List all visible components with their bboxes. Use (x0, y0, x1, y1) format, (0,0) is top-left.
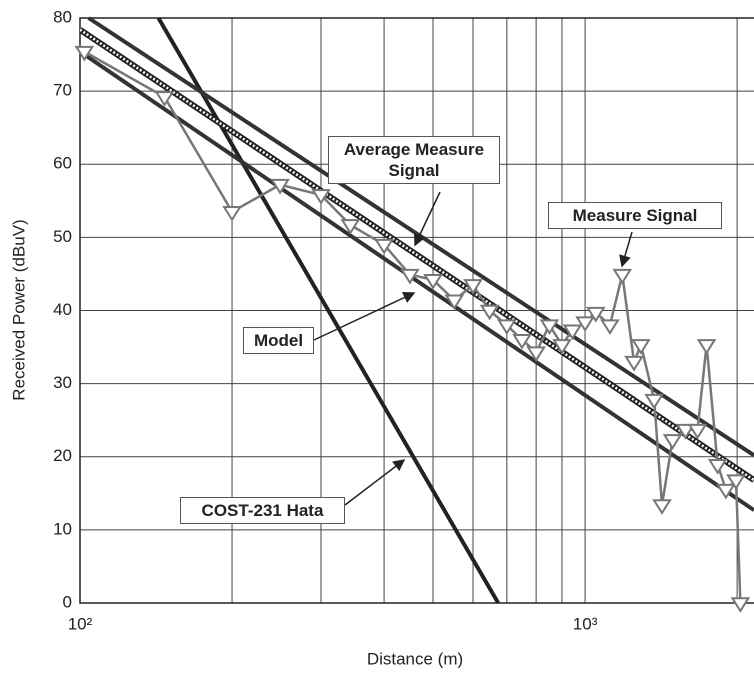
series-line (80, 28, 754, 482)
annotation: COST-231 Hata (180, 497, 345, 524)
y-tick-label: 30 (53, 373, 72, 392)
y-tick-label: 70 (53, 81, 72, 100)
marker (270, 178, 290, 195)
marker (652, 499, 672, 515)
marker (74, 45, 95, 62)
marker (612, 268, 633, 285)
y-axis-label: Received Power (dBuV) (9, 219, 28, 400)
series-line (87, 16, 754, 457)
marker (526, 346, 546, 363)
marker (631, 339, 651, 355)
arrow (313, 292, 416, 341)
marker (400, 268, 420, 285)
annotation: Measure Signal (548, 202, 722, 229)
marker (463, 279, 483, 295)
marker (730, 597, 751, 613)
marker (154, 91, 175, 107)
y-tick-label: 50 (53, 227, 72, 246)
y-tick-label: 60 (53, 154, 72, 173)
x-axis-label: Distance (m) (367, 649, 463, 668)
marker (512, 333, 532, 350)
annotation: Model (243, 327, 314, 354)
plot-frame (79, 17, 754, 604)
marker (716, 483, 736, 500)
marker (687, 423, 708, 440)
annotation: Average Measure Signal (328, 136, 500, 184)
marker (222, 205, 242, 222)
arrow (619, 231, 633, 268)
marker (707, 458, 728, 475)
series-line (156, 16, 500, 605)
marker (696, 339, 717, 355)
y-tick-label: 80 (53, 7, 72, 26)
marker (624, 355, 644, 372)
marker (662, 434, 683, 450)
marker (552, 339, 572, 355)
marker (479, 304, 500, 321)
marker (600, 319, 620, 336)
y-tick-label: 20 (53, 446, 72, 465)
x-tick-label: 10² (68, 614, 93, 633)
marker (585, 306, 606, 323)
arrow (344, 459, 406, 506)
marker (311, 189, 331, 205)
marker (423, 273, 443, 290)
marker (539, 319, 560, 336)
marker (374, 238, 394, 255)
y-tick-label: 10 (53, 519, 72, 538)
marker (497, 319, 517, 336)
marker (575, 316, 595, 333)
arrow (414, 191, 441, 247)
marker (726, 474, 746, 491)
series-line (80, 49, 754, 512)
marker (562, 324, 583, 341)
x-tick-label: 10³ (573, 614, 598, 633)
marker (340, 219, 361, 235)
marker (644, 393, 664, 410)
marker (444, 294, 465, 311)
marker (675, 423, 696, 440)
y-tick-label: 0 (63, 592, 72, 611)
y-tick-label: 40 (53, 300, 72, 319)
